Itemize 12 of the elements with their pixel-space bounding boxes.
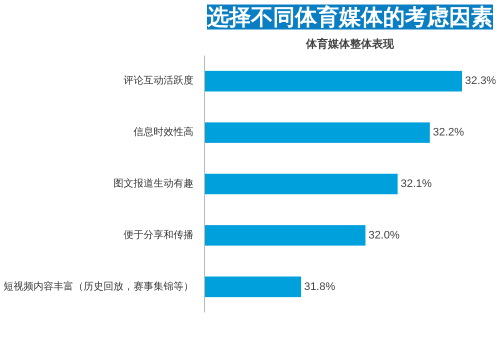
y-tick-label: 便于分享和传播	[124, 228, 194, 241]
y-tick-label: 评论互动活跃度	[124, 74, 194, 87]
y-tick-label: 短视频内容丰富（历史回放，赛事集锦等）	[4, 280, 194, 292]
data-label: 32.1%	[400, 178, 432, 190]
data-label: 32.2%	[432, 126, 464, 139]
chart-subtitle: 体育媒体整体表现	[305, 38, 395, 50]
y-tick-label: 信息时效性高	[134, 126, 194, 138]
data-label: 32.3%	[465, 75, 496, 88]
data-label: 32.0%	[368, 229, 400, 242]
y-tick-label: 图文报道生动有趣	[114, 178, 194, 190]
data-label: 31.8%	[304, 280, 336, 293]
chart-title: 选择不同体育媒体的考虑因素	[206, 4, 493, 30]
